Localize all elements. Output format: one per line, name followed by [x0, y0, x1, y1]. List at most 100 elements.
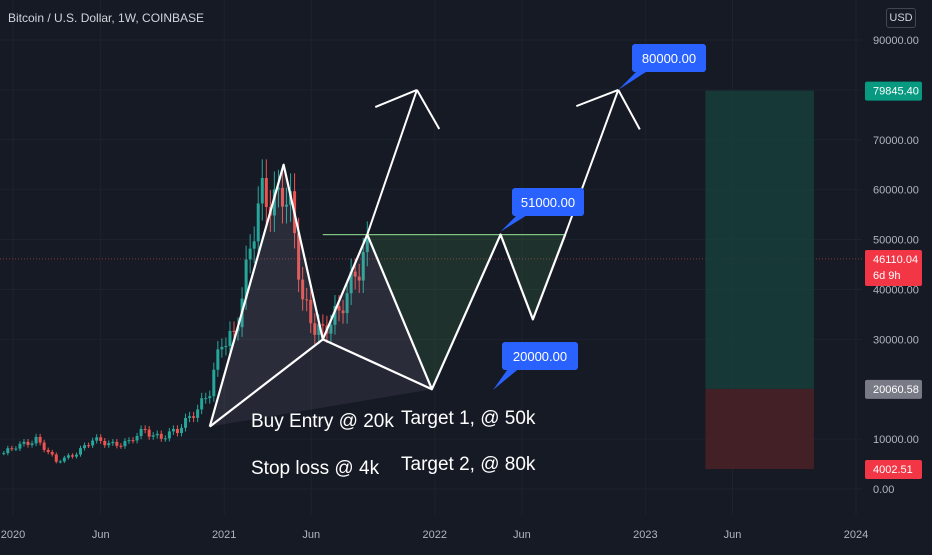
projection-arrow-1: [366, 89, 418, 235]
x-tick-label: Jun: [724, 529, 742, 541]
candle-body: [79, 448, 83, 455]
candle-body: [333, 306, 337, 325]
callout-20000[interactable]: [502, 342, 578, 370]
candle-body: [365, 236, 369, 253]
candle-body: [204, 398, 208, 400]
candle-body: [196, 409, 200, 418]
candle-body: [139, 429, 143, 437]
candle-body: [30, 443, 34, 445]
candle-body: [361, 252, 365, 281]
callout-20000-pointer: [493, 366, 522, 390]
current-price-tag[interactable]: [865, 249, 922, 286]
x-axis: 2020 Jun 2021 Jun 2022 Jun 2023 Jun 2024: [1, 529, 868, 541]
target-zone[interactable]: [705, 90, 814, 389]
candle-body: [42, 442, 46, 450]
candle-body: [22, 441, 26, 444]
candle-body: [34, 436, 38, 444]
candle-body: [192, 416, 196, 418]
candle-body: [167, 431, 171, 439]
candle-body: [280, 187, 284, 207]
candle-body: [127, 440, 131, 442]
candle-body: [131, 440, 135, 442]
candle-body: [123, 441, 127, 447]
candle-body: [337, 306, 341, 311]
chart-title: Bitcoin / U.S. Dollar, 1W, COINBASE: [8, 11, 205, 25]
candle-body: [66, 455, 70, 458]
candle-body: [284, 204, 288, 207]
candle-body: [171, 428, 175, 432]
candle-body: [91, 440, 95, 446]
candle-body: [151, 435, 155, 437]
candle-body: [111, 441, 115, 444]
candle-body: [301, 279, 305, 300]
pattern-line: [208, 163, 567, 427]
x-tick-label: 2022: [423, 529, 447, 541]
annotation-target-2: Target 2, @ 80k: [401, 454, 536, 475]
target-price-tag[interactable]: [865, 81, 922, 101]
candle-body: [329, 324, 333, 334]
candle-body: [87, 445, 91, 447]
candle-body: [70, 455, 74, 457]
y-tick-label: 90000.00: [873, 35, 919, 47]
callout-51000-pointer: [500, 212, 532, 232]
candle-body: [83, 445, 87, 449]
triangle-xbd: [209, 339, 432, 427]
projection-arrow-1-head: [374, 88, 418, 108]
candle-body: [14, 448, 18, 450]
callout-80000[interactable]: [632, 44, 706, 72]
price-tags: 79845.40 46110.04 6d 9h 20060.58 4002.51: [865, 81, 922, 480]
candle-body: [115, 441, 119, 446]
candle-body: [50, 452, 54, 455]
annotation-buy-entry: Buy Entry @ 20k: [251, 411, 394, 432]
stop-zone[interactable]: [705, 388, 814, 470]
position-tool: [705, 90, 814, 470]
candle-body: [38, 436, 42, 443]
current-price-tag-text: 46110.04: [873, 254, 918, 266]
price-series: [2, 159, 369, 464]
candle-body: [95, 437, 99, 441]
y-tick-label: 30000.00: [873, 334, 919, 346]
candle-body: [353, 271, 357, 277]
grid: [0, 258, 862, 260]
stop-price-tag[interactable]: [865, 460, 922, 480]
candle-body: [103, 440, 107, 446]
candle-body: [321, 324, 325, 326]
projection-arrow-2-head: [575, 88, 619, 108]
target-price-tag-text: 79845.40: [873, 86, 919, 98]
candle-body: [276, 187, 280, 190]
x-tick-label: Jun: [513, 529, 531, 541]
callouts: 80000.00 51000.00 20000.00: [493, 44, 706, 390]
candle-body: [184, 417, 188, 428]
x-tick-label: 2024: [844, 529, 868, 541]
candle-body: [46, 449, 50, 453]
candle-body: [232, 330, 236, 332]
candle-body: [244, 259, 248, 299]
callout-80000-pointer: [618, 68, 652, 90]
currency-button[interactable]: USD: [886, 8, 916, 28]
candle-body: [10, 448, 14, 450]
candle-body: [224, 345, 228, 347]
entry-price-tag-text: 20060.58: [873, 384, 919, 396]
candle-body: [147, 429, 151, 437]
candle-body: [18, 443, 22, 449]
projection-arrow-1-head: [416, 89, 441, 130]
entry-price-tag[interactable]: [865, 379, 922, 399]
candle-body: [256, 203, 260, 242]
x-tick-label: Jun: [302, 529, 320, 541]
y-tick-label: 60000.00: [873, 185, 919, 197]
callout-51000[interactable]: [512, 188, 584, 216]
callout-51000-text: 51000.00: [521, 195, 575, 210]
candle-body: [309, 299, 313, 324]
y-tick-label: 70000.00: [873, 135, 919, 147]
candle-body: [74, 454, 78, 457]
candle-body: [200, 398, 204, 410]
candle-body: [264, 177, 268, 208]
candle-body: [297, 233, 301, 280]
y-tick-label: 0.00: [873, 484, 894, 496]
pattern-leg-bd: [322, 338, 433, 391]
candle-body: [260, 177, 264, 204]
callout-20000-text: 20000.00: [513, 349, 567, 364]
current-price-tag-countdown: 6d 9h: [873, 270, 901, 282]
